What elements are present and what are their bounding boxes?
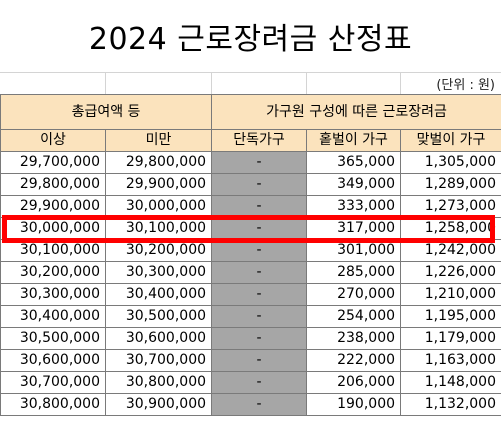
sheet-title: 2024 근로장려금 산정표	[88, 22, 413, 57]
cell-min[interactable]: 30,600,000	[0, 349, 106, 372]
cell-single[interactable]: -	[211, 283, 308, 306]
cell-min[interactable]: 30,700,000	[0, 371, 106, 394]
cell-max[interactable]: 30,000,000	[104, 195, 213, 218]
cell-single[interactable]: -	[211, 305, 308, 328]
cell-dual-earner[interactable]: 1,305,000	[400, 151, 501, 174]
cell-min[interactable]: 29,800,000	[0, 173, 106, 196]
cell-max[interactable]: 30,800,000	[104, 371, 213, 394]
table-row: 30,200,000 30,300,000-285,000 1,226,000	[0, 261, 501, 284]
cell-min[interactable]: 30,100,000	[0, 239, 106, 262]
table-row: 30,700,000 30,800,000-206,000 1,148,000	[0, 371, 501, 394]
cell-dual-earner[interactable]: 1,148,000	[400, 371, 501, 394]
cell-max[interactable]: 30,400,000	[104, 283, 213, 306]
cell-max[interactable]: 29,900,000	[104, 173, 213, 196]
cell-dual-earner[interactable]: 1,163,000	[400, 349, 501, 372]
cell-single-earner[interactable]: 190,000	[306, 393, 402, 416]
cell-min[interactable]: 30,200,000	[0, 261, 106, 284]
cell-single-earner[interactable]: 349,000	[306, 173, 402, 196]
cell-max[interactable]: 29,800,000	[104, 151, 213, 174]
cell-max[interactable]: 30,100,000	[104, 217, 213, 240]
cell-min[interactable]: 30,400,000	[0, 305, 106, 328]
cell-dual-earner[interactable]: 1,242,000	[400, 239, 501, 262]
header-group-row: 총급여액 등 가구원 구성에 따른 근로장려금	[0, 94, 501, 130]
table-row: 30,500,000 30,600,000-238,000 1,179,000	[0, 327, 501, 350]
header-household-group[interactable]: 가구원 구성에 따른 근로장려금	[211, 94, 501, 130]
cell-single[interactable]: -	[211, 261, 308, 284]
header-dual-earner[interactable]: 맞벌이 가구	[400, 129, 501, 152]
table-row: 30,100,000 30,200,000-301,000 1,242,000	[0, 239, 501, 262]
cell-min[interactable]: 30,500,000	[0, 327, 106, 350]
cell-single-earner[interactable]: 301,000	[306, 239, 402, 262]
cell-single-earner[interactable]: 206,000	[306, 371, 402, 394]
cell-single[interactable]: -	[211, 217, 308, 240]
cell-single[interactable]: -	[211, 327, 308, 350]
cell-max[interactable]: 30,900,000	[104, 393, 213, 416]
table-row: 30,800,000 30,900,000-190,000 1,132,000	[0, 393, 501, 416]
cell-single[interactable]: -	[211, 393, 308, 416]
header-min[interactable]: 이상	[0, 129, 106, 152]
cell-dual-earner[interactable]: 1,210,000	[400, 283, 501, 306]
cell-single[interactable]: -	[211, 151, 308, 174]
cell-dual-earner[interactable]: 1,258,000	[400, 217, 501, 240]
cell-single-earner[interactable]: 254,000	[306, 305, 402, 328]
empty-grid-row	[0, 72, 501, 95]
cell-dual-earner[interactable]: 1,195,000	[400, 305, 501, 328]
cell-min[interactable]: 30,800,000	[0, 393, 106, 416]
cell-dual-earner[interactable]: 1,273,000	[400, 195, 501, 218]
table-row: 30,600,000 30,700,000-222,000 1,163,000	[0, 349, 501, 372]
cell-min[interactable]: 30,300,000	[0, 283, 106, 306]
cell-single-earner[interactable]: 333,000	[306, 195, 402, 218]
cell-dual-earner[interactable]: 1,132,000	[400, 393, 501, 416]
table-row: 30,300,000 30,400,000-270,000 1,210,000	[0, 283, 501, 306]
incentive-table: 총급여액 등 가구원 구성에 따른 근로장려금 이상 미만 단독가구 홑벌이 가…	[0, 94, 501, 416]
cell-dual-earner[interactable]: 1,226,000	[400, 261, 501, 284]
cell-single-earner[interactable]: 238,000	[306, 327, 402, 350]
grid-divider	[400, 73, 401, 95]
cell-dual-earner[interactable]: 1,289,000	[400, 173, 501, 196]
cell-min[interactable]: 29,700,000	[0, 151, 106, 174]
cell-single[interactable]: -	[211, 371, 308, 394]
grid-divider	[306, 73, 307, 95]
cell-max[interactable]: 30,200,000	[104, 239, 213, 262]
header-sub-row: 이상 미만 단독가구 홑벌이 가구 맞벌이 가구	[0, 129, 501, 152]
cell-single-earner[interactable]: 365,000	[306, 151, 402, 174]
cell-single[interactable]: -	[211, 349, 308, 372]
cell-single-earner[interactable]: 285,000	[306, 261, 402, 284]
header-max[interactable]: 미만	[104, 129, 213, 152]
cell-single-earner[interactable]: 270,000	[306, 283, 402, 306]
cell-single[interactable]: -	[211, 173, 308, 196]
cell-max[interactable]: 30,600,000	[104, 327, 213, 350]
header-single-earner[interactable]: 홑벌이 가구	[306, 129, 402, 152]
table-row: 29,700,000 29,800,000-365,000 1,305,000	[0, 151, 501, 174]
cell-dual-earner[interactable]: 1,179,000	[400, 327, 501, 350]
cell-single-earner[interactable]: 317,000	[306, 217, 402, 240]
cell-max[interactable]: 30,700,000	[104, 349, 213, 372]
unit-label: (단위 : 원)	[436, 78, 495, 93]
cell-single[interactable]: -	[211, 195, 308, 218]
table-row-highlighted: 30,000,000 30,100,000-317,000 1,258,000	[0, 217, 501, 240]
grid-divider	[211, 73, 212, 95]
header-single[interactable]: 단독가구	[211, 129, 308, 152]
grid-divider	[105, 73, 106, 95]
cell-single[interactable]: -	[211, 239, 308, 262]
cell-min[interactable]: 29,900,000	[0, 195, 106, 218]
header-income-group[interactable]: 총급여액 등	[0, 94, 213, 130]
table-row: 29,900,000 30,000,000-333,000 1,273,000	[0, 195, 501, 218]
cell-min[interactable]: 30,000,000	[0, 217, 106, 240]
table-row: 29,800,000 29,900,000-349,000 1,289,000	[0, 173, 501, 196]
cell-max[interactable]: 30,500,000	[104, 305, 213, 328]
cell-single-earner[interactable]: 222,000	[306, 349, 402, 372]
table-row: 30,400,000 30,500,000-254,000 1,195,000	[0, 305, 501, 328]
cell-max[interactable]: 30,300,000	[104, 261, 213, 284]
